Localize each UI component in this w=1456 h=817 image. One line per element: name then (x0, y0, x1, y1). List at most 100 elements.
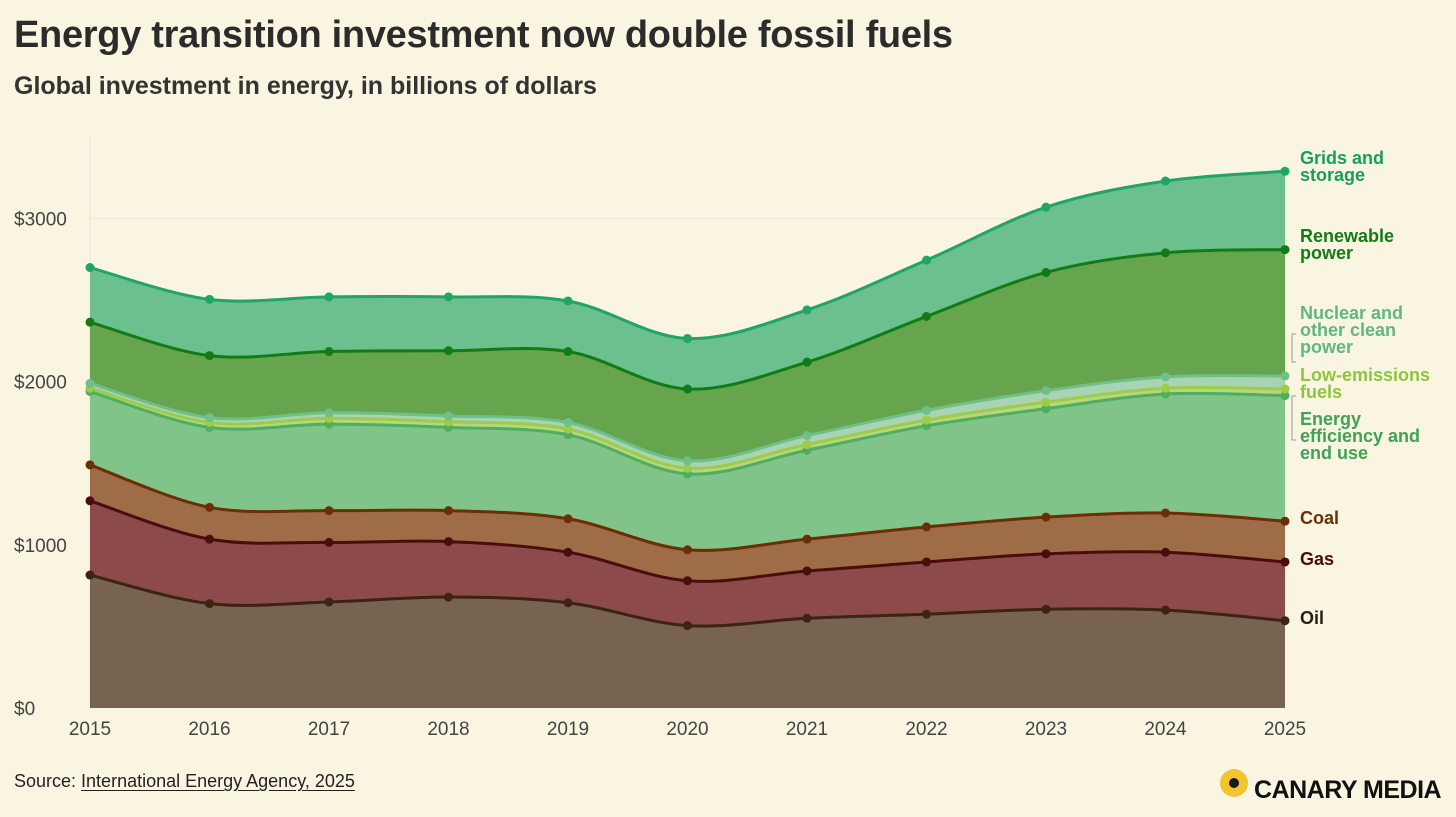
point-energy-efficiency-and-end-use (1280, 391, 1290, 401)
point-oil (683, 621, 692, 631)
point-nuclear-and-other-clean-power (1280, 371, 1290, 381)
point-renewable-power (683, 384, 692, 394)
y-tick-label: $1000 (14, 536, 67, 557)
source-note: Source: International Energy Agency, 202… (14, 771, 355, 792)
point-gas (563, 547, 573, 557)
label-renewable-power: Renewable power (1300, 226, 1394, 263)
chart-subtitle: Global investment in energy, in billions… (14, 72, 597, 100)
point-coal (205, 502, 214, 512)
point-renewable-power (922, 311, 931, 321)
point-renewable-power (205, 351, 214, 361)
label-grids-and-storage: Grids and storage (1300, 148, 1384, 185)
point-oil (1161, 605, 1170, 615)
x-tick-label: 2016 (188, 719, 230, 740)
area-renewable-power (90, 249, 1285, 462)
point-nuclear-and-other-clean-power (444, 411, 453, 421)
point-coal (1161, 508, 1170, 518)
point-grids-and-storage (444, 292, 453, 302)
label-coal: Coal (1300, 508, 1339, 528)
point-coal (1280, 516, 1290, 526)
point-nuclear-and-other-clean-power (802, 431, 812, 441)
point-low-emissions-fuels (683, 463, 692, 473)
x-tick-label: 2018 (427, 719, 469, 740)
point-oil (85, 570, 95, 580)
series-labels: Oil Gas Coal Energy efficiency and end use Low… (1291, 148, 1430, 628)
point-low-emissions-fuels (1161, 383, 1170, 393)
area-grids-and-storage (90, 171, 1285, 390)
point-renewable-power (85, 317, 95, 327)
point-gas (802, 566, 812, 576)
point-renewable-power (1280, 245, 1290, 255)
point-gas (444, 537, 453, 547)
y-tick-label: $3000 (14, 210, 67, 231)
point-grids-and-storage (324, 292, 334, 302)
point-nuclear-and-other-clean-power (1161, 372, 1170, 382)
point-low-emissions-fuels (922, 415, 931, 425)
point-coal (563, 514, 573, 524)
point-gas (205, 534, 214, 544)
point-gas (1161, 547, 1170, 557)
point-nuclear-and-other-clean-power (324, 408, 334, 418)
point-coal (85, 460, 95, 470)
point-grids-and-storage (683, 333, 692, 343)
x-tick-label: 2015 (69, 719, 111, 740)
x-tick-label: 2021 (786, 719, 828, 740)
point-low-emissions-fuels (563, 424, 573, 434)
point-grids-and-storage (1041, 202, 1051, 212)
label-gas: Gas (1300, 549, 1334, 569)
point-renewable-power (1041, 267, 1051, 277)
point-coal (324, 506, 334, 516)
area-gas (90, 500, 1285, 627)
point-renewable-power (1161, 248, 1170, 258)
point-nuclear-and-other-clean-power (1041, 386, 1051, 396)
point-low-emissions-fuels (1041, 397, 1051, 407)
point-oil (205, 599, 214, 609)
point-gas (683, 576, 692, 586)
x-tick-label: 2024 (1144, 719, 1187, 740)
label-nuclear-and-other-clean-power: Nuclear and other clean power (1300, 303, 1403, 357)
chart-title: Energy transition investment now double … (14, 14, 953, 56)
x-tick-label: 2022 (905, 719, 947, 740)
x-tick-label: 2019 (547, 719, 589, 740)
point-renewable-power (802, 357, 812, 367)
point-oil (802, 613, 812, 623)
point-nuclear-and-other-clean-power (683, 456, 692, 466)
point-low-emissions-fuels (1280, 384, 1290, 394)
point-low-emissions-fuels (802, 440, 812, 450)
point-coal (683, 545, 692, 555)
point-renewable-power (444, 346, 453, 356)
point-gas (85, 496, 95, 506)
source-prefix: Source: (14, 771, 82, 791)
point-coal (444, 506, 453, 516)
axes: $0 $1000 $2000 $3000 2015 2016 2017 2018 2019 202… (14, 210, 1306, 740)
point-renewable-power (563, 347, 573, 357)
point-gas (324, 537, 334, 547)
point-oil (444, 592, 453, 602)
point-grids-and-storage (922, 255, 931, 265)
point-coal (922, 522, 931, 532)
logo-text: CANARY MEDIA (1254, 776, 1442, 804)
point-grids-and-storage (802, 305, 812, 315)
x-tick-label: 2020 (666, 719, 708, 740)
area-coal (90, 464, 1285, 582)
canary-dot-icon (1220, 768, 1248, 797)
source-link[interactable]: International Energy Agency, 2025 (81, 771, 355, 791)
x-tick-label: 2023 (1025, 719, 1067, 740)
point-coal (1041, 512, 1051, 522)
point-nuclear-and-other-clean-power (922, 405, 931, 415)
point-oil (922, 609, 931, 619)
point-gas (1041, 549, 1051, 559)
x-tick-label: 2017 (308, 719, 350, 740)
point-grids-and-storage (563, 296, 573, 306)
x-tick-label: 2025 (1264, 719, 1306, 740)
label-connector (1291, 395, 1296, 441)
point-gas (922, 557, 931, 567)
point-energy-efficiency-and-end-use (1041, 404, 1051, 414)
point-oil (1041, 604, 1051, 614)
point-nuclear-and-other-clean-power (563, 418, 573, 427)
area-oil (90, 575, 1285, 708)
label-energy-efficiency-and-end-use: Energy efficiency and end use (1300, 409, 1420, 463)
point-grids-and-storage (85, 263, 95, 273)
point-gas (1280, 557, 1290, 567)
